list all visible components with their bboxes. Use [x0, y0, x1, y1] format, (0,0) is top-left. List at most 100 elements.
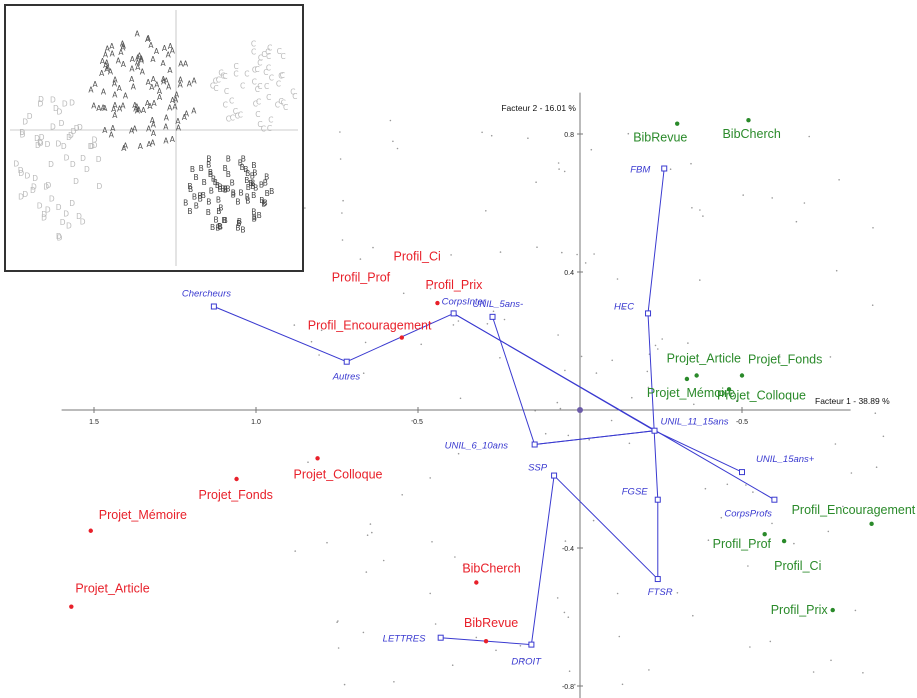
inset-letter: B	[226, 154, 231, 163]
background-dot	[690, 162, 692, 165]
background-dot	[795, 220, 798, 223]
inset-letter: B	[257, 211, 262, 220]
inset-letter: A	[139, 55, 145, 64]
inset-letter: A	[145, 35, 151, 44]
data-point	[781, 538, 787, 544]
trajectory-vertex	[661, 165, 668, 172]
data-point	[830, 607, 835, 613]
inset-letter: C	[234, 62, 239, 71]
inset-letter: A	[182, 113, 188, 122]
background-dot	[459, 397, 462, 400]
inset-letter: D	[80, 154, 86, 163]
inset-letter: D	[27, 112, 33, 121]
inset-letter: B	[265, 189, 270, 198]
data-point	[399, 335, 404, 340]
origin-marker	[577, 407, 583, 413]
axes: 1.5 1.0 0.5 -0.5 0.8 0.4 -0.4 -0.8 Facteur 1 -…	[61, 92, 890, 698]
inset-letter: B	[238, 159, 243, 168]
background-dot	[771, 522, 773, 525]
inset-letter: D	[50, 95, 56, 104]
inset-letter: C	[266, 93, 271, 102]
inset-letter: B	[192, 193, 197, 202]
inset-letter: B	[226, 170, 231, 179]
data-point-label: Profil_Encouragement	[308, 319, 432, 333]
inset-letter: C	[265, 47, 270, 56]
x-axis-title: Facteur 1 - 38.89 %	[815, 396, 890, 406]
background-dot	[654, 344, 657, 347]
trajectory-segment	[553, 475, 659, 580]
inset-letter: C	[269, 74, 274, 83]
background-dot	[590, 148, 593, 151]
background-dot	[396, 147, 399, 150]
background-dot	[558, 168, 560, 170]
inset-letter: A	[151, 129, 157, 138]
inset-letter: A	[104, 58, 110, 67]
inset-letter: D	[30, 186, 36, 195]
background-dot	[293, 324, 296, 326]
inset-letter: A	[100, 57, 106, 66]
inset-letter: C	[240, 81, 245, 90]
inset-letter: A	[150, 138, 156, 147]
inset-letter: A	[121, 144, 127, 153]
background-dot	[420, 343, 423, 346]
inset-letter: D	[38, 139, 44, 148]
inset-letter: A	[131, 83, 137, 92]
inset-letter: B	[231, 189, 236, 198]
inset-letter: A	[93, 80, 99, 89]
inset-letter: B	[223, 186, 228, 195]
inset-letter: B	[269, 187, 274, 196]
inset-letter: D	[60, 218, 66, 227]
inset-letter: C	[266, 52, 271, 61]
inset-letter: D	[49, 194, 55, 203]
inset-letter: B	[244, 176, 249, 185]
y-tick-label: 0.4	[564, 270, 574, 277]
background-dot	[522, 658, 524, 660]
inset-letter: B	[210, 223, 215, 232]
inset-letter: C	[256, 97, 261, 106]
background-dot	[627, 132, 630, 135]
inset-letter: D	[69, 99, 75, 108]
inset-letter: A	[191, 106, 197, 115]
inset-letter: A	[192, 76, 198, 85]
background-dot	[535, 181, 537, 183]
background-dot	[610, 419, 613, 422]
inset-letter: B	[259, 181, 264, 190]
inset-letter: B	[218, 185, 223, 194]
inset-letter: D	[56, 139, 62, 148]
inset-letter: A	[135, 29, 141, 38]
background-dot	[707, 539, 710, 541]
inset-letter: D	[80, 217, 86, 226]
inset-letter: D	[96, 155, 102, 164]
inset-letter: D	[63, 209, 69, 218]
trajectory-vertex	[343, 358, 350, 365]
background-dot	[691, 207, 693, 209]
background-dot	[457, 320, 460, 322]
inset-letter: A	[108, 68, 114, 77]
inset-letter: A	[140, 67, 146, 76]
inset-letter: A	[102, 126, 108, 135]
data-point-label: Projet_Article	[667, 352, 741, 366]
inset-letter: B	[248, 179, 253, 188]
background-dot	[307, 461, 309, 464]
inset-letter: A	[150, 116, 156, 125]
inset-letter: C	[263, 68, 268, 77]
background-dot	[752, 491, 754, 493]
data-point-label: BibRevue	[464, 616, 518, 630]
data-point	[69, 604, 74, 609]
data-point-label: Profil_Prof	[713, 537, 772, 551]
y-axis-title: Facteur 2 - 16.01 %	[501, 103, 576, 113]
background-dot	[490, 134, 493, 137]
inset-letter: C	[238, 111, 243, 120]
background-dot	[720, 516, 723, 519]
y-tick-label: 0.8	[564, 132, 574, 139]
background-dot	[318, 354, 320, 356]
background-dot	[495, 649, 497, 652]
inset-letter: D	[41, 214, 47, 223]
inset-letter: B	[217, 182, 222, 191]
trajectory-vertex-label: DROIT	[511, 657, 542, 668]
background-dot	[693, 403, 695, 406]
inset-letter: C	[290, 87, 295, 96]
background-dot	[854, 609, 857, 612]
inset-letter: B	[199, 164, 204, 173]
